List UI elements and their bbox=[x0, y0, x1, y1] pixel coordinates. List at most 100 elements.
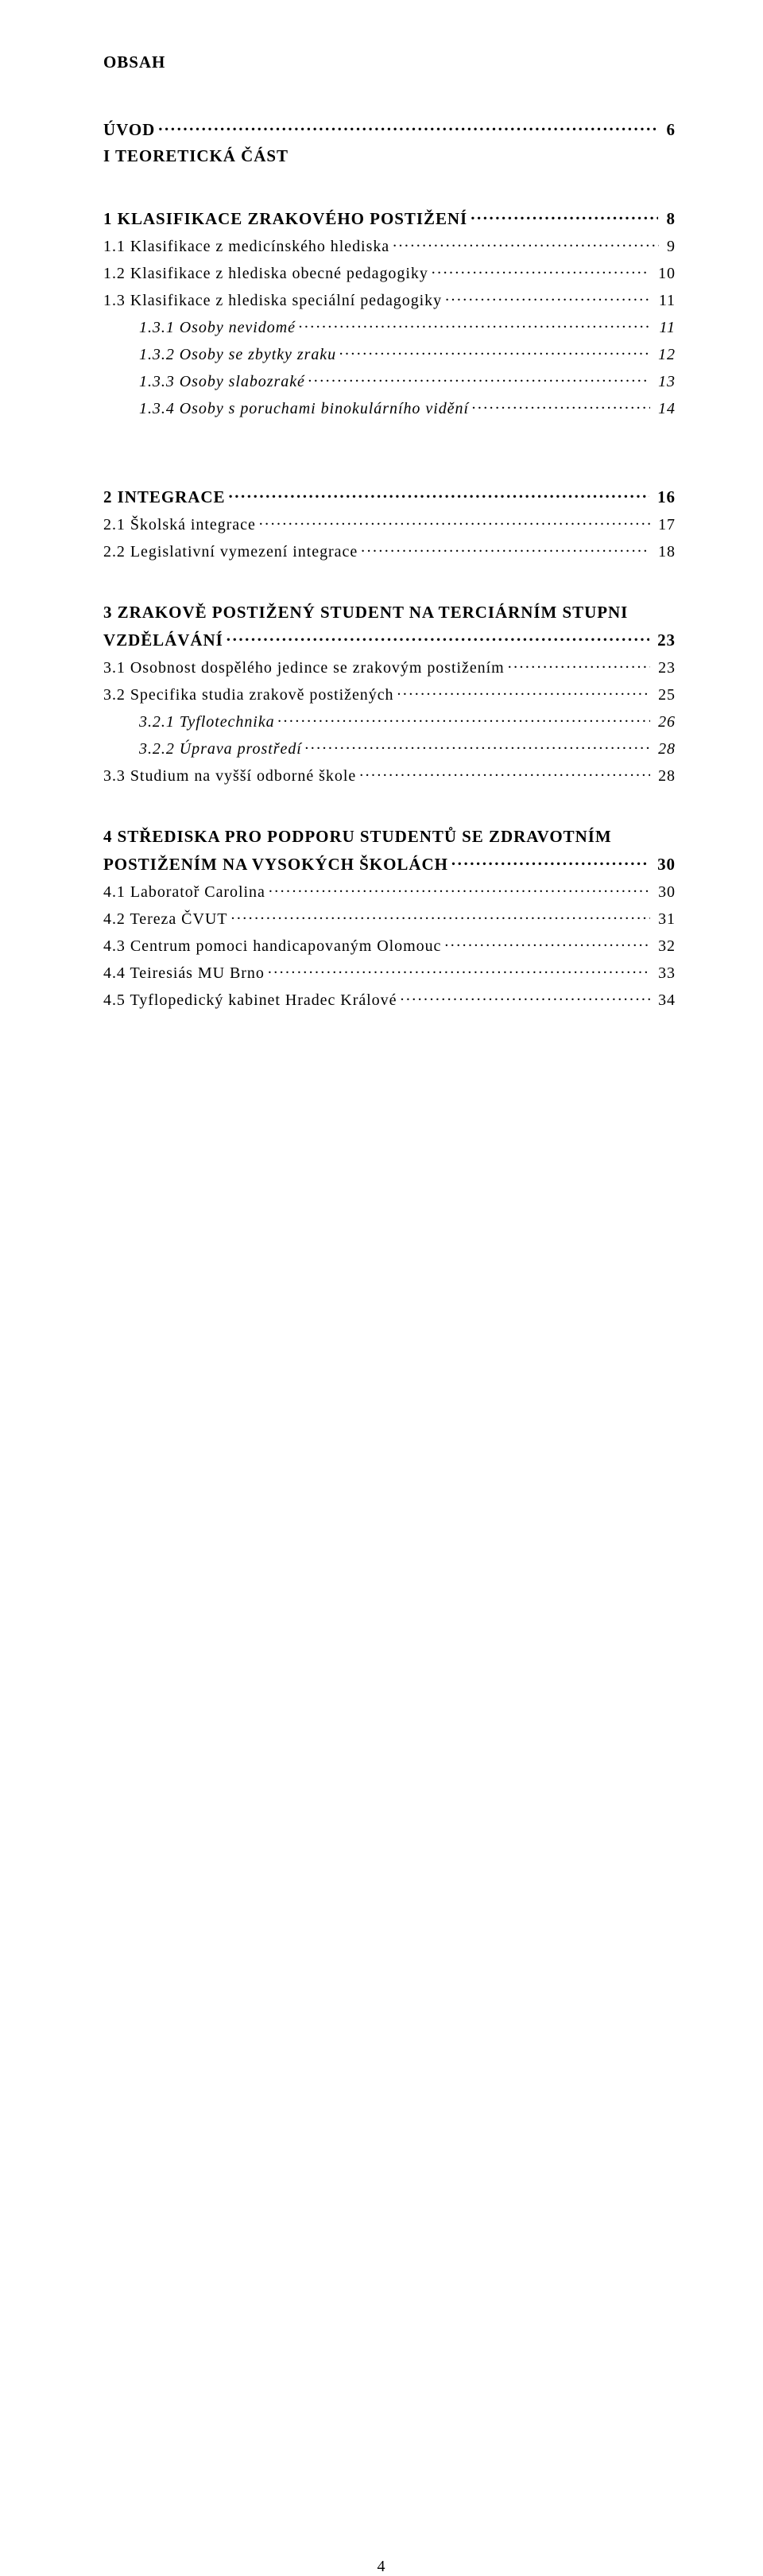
leader-dots bbox=[299, 316, 652, 332]
toc-entry: 1 KLASIFIKACE ZRAKOVÉHO POSTIŽENÍ 8 bbox=[103, 208, 676, 229]
toc-entry: POSTIŽENÍM NA VYSOKÝCH ŠKOLÁCH 30 bbox=[103, 853, 676, 875]
leader-dots bbox=[269, 881, 650, 897]
toc-entry-label: POSTIŽENÍM NA VYSOKÝCH ŠKOLÁCH bbox=[103, 855, 448, 875]
leader-dots bbox=[400, 989, 650, 1005]
toc-entry-page: 11 bbox=[654, 292, 676, 310]
toc-entry-label: 4.1 Laboratoř Carolina bbox=[103, 883, 265, 902]
toc-entry: 1.3.3 Osoby slabozraké 13 bbox=[139, 370, 676, 391]
toc-entry: 4.2 Tereza ČVUT 31 bbox=[103, 908, 676, 929]
toc-entry-label: VZDĚLÁVÁNÍ bbox=[103, 630, 223, 650]
leader-dots bbox=[278, 711, 650, 727]
toc-entry-page: 23 bbox=[653, 659, 676, 677]
toc-entry: 2 INTEGRACE 16 bbox=[103, 486, 676, 507]
toc-entry: 1.3.4 Osoby s poruchami binokulárního vi… bbox=[139, 398, 676, 418]
toc-entry: 1.3.1 Osoby nevidomé 11 bbox=[139, 316, 676, 337]
toc-entry-page: 30 bbox=[653, 855, 676, 875]
leader-dots bbox=[308, 370, 650, 386]
toc-entry-label: 1.3.1 Osoby nevidomé bbox=[139, 319, 296, 337]
leader-dots bbox=[305, 738, 650, 754]
page: OBSAH ÚVOD 6 I TEORETICKÁ ČÁST 1 KLASIFIKA… bbox=[0, 0, 763, 1316]
leader-dots bbox=[451, 853, 649, 870]
toc-entry-page: 8 bbox=[661, 209, 676, 229]
leader-dots bbox=[259, 514, 650, 530]
toc-entry-label: 2.1 Školská integrace bbox=[103, 516, 256, 534]
toc-entry: 2.2 Legislativní vymezení integrace 18 bbox=[103, 541, 676, 561]
toc-entry-label: ÚVOD bbox=[103, 120, 155, 140]
toc-entry: 4.5 Tyflopedický kabinet Hradec Králové … bbox=[103, 989, 676, 1010]
toc-entry-label: 4.4 Teiresiás MU Brno bbox=[103, 964, 265, 983]
toc-entry-page: 13 bbox=[653, 373, 676, 391]
toc-entry-label: I TEORETICKÁ ČÁST bbox=[103, 146, 289, 166]
leader-dots bbox=[361, 541, 650, 557]
toc-entry-label: 3.1 Osobnost dospělého jedince se zrakov… bbox=[103, 659, 505, 677]
toc-entry: I TEORETICKÁ ČÁST bbox=[103, 146, 676, 166]
leader-dots bbox=[472, 398, 650, 413]
toc-entry-label: 2 INTEGRACE bbox=[103, 487, 226, 507]
toc-entry: 4.1 Laboratoř Carolina 30 bbox=[103, 881, 676, 902]
toc-entry: 1.2 Klasifikace z hlediska obecné pedago… bbox=[103, 262, 676, 283]
toc-entry-page: 11 bbox=[655, 319, 676, 337]
leader-dots bbox=[227, 629, 649, 646]
toc-entry-label: 3 ZRAKOVĚ POSTIŽENÝ STUDENT NA TERCIÁRNÍ… bbox=[103, 603, 628, 623]
toc-entry-page: 17 bbox=[653, 516, 676, 534]
toc-entry-page: 34 bbox=[653, 991, 676, 1010]
leader-dots bbox=[230, 908, 650, 924]
leader-dots bbox=[445, 289, 651, 305]
toc-entry-page: 6 bbox=[661, 120, 676, 140]
toc-entry-label: 1.3.2 Osoby se zbytky zraku bbox=[139, 346, 336, 364]
toc-entry-label: 1.3.4 Osoby s poruchami binokulárního vi… bbox=[139, 400, 469, 418]
toc-entry-page: 9 bbox=[662, 238, 676, 256]
toc-entry-page: 12 bbox=[653, 346, 676, 364]
leader-dots bbox=[397, 684, 651, 700]
toc-entry-page: 16 bbox=[653, 487, 676, 507]
leader-dots bbox=[508, 657, 650, 673]
toc-entry-label: 4.5 Tyflopedický kabinet Hradec Králové bbox=[103, 991, 397, 1010]
leader-dots bbox=[229, 486, 649, 502]
toc-entry-label: 4 STŘEDISKA PRO PODPORU STUDENTŮ SE ZDRA… bbox=[103, 827, 612, 847]
toc-entry-label: 1.3.3 Osoby slabozraké bbox=[139, 373, 305, 391]
toc-entry-label: 4.2 Tereza ČVUT bbox=[103, 910, 227, 929]
toc-entry: ÚVOD 6 bbox=[103, 118, 676, 140]
toc-entry-page: 23 bbox=[653, 630, 676, 650]
toc-entry-page: 31 bbox=[653, 910, 676, 929]
toc-entry: 1.3 Klasifikace z hlediska speciální ped… bbox=[103, 289, 676, 310]
toc-entry-page: 14 bbox=[653, 400, 676, 418]
toc-entry-label: 3.2.1 Tyflotechnika bbox=[139, 713, 275, 731]
toc-entry-page: 30 bbox=[653, 883, 676, 902]
toc-title: OBSAH bbox=[103, 52, 676, 72]
toc-entry: 3.2.2 Úprava prostředí 28 bbox=[139, 738, 676, 758]
toc-entry-label: 2.2 Legislativní vymezení integrace bbox=[103, 543, 358, 561]
leader-dots bbox=[393, 235, 659, 251]
toc-entry: 4.3 Centrum pomoci handicapovaným Olomou… bbox=[103, 935, 676, 956]
toc-entry-page: 25 bbox=[653, 686, 676, 704]
toc-entry-label: 1.1 Klasifikace z medicínského hlediska bbox=[103, 238, 389, 256]
toc-entry-page: 33 bbox=[653, 964, 676, 983]
toc-entry: 3 ZRAKOVĚ POSTIŽENÝ STUDENT NA TERCIÁRNÍ… bbox=[103, 603, 676, 623]
toc-entry-page: 26 bbox=[653, 713, 676, 731]
toc-entry-label: 3.2.2 Úprava prostředí bbox=[139, 740, 302, 758]
toc-entry: 1.1 Klasifikace z medicínského hlediska … bbox=[103, 235, 676, 256]
toc-entry: 4 STŘEDISKA PRO PODPORU STUDENTŮ SE ZDRA… bbox=[103, 827, 676, 847]
leader-dots bbox=[339, 343, 650, 359]
toc-body: ÚVOD 6 I TEORETICKÁ ČÁST 1 KLASIFIKACE ZRA… bbox=[103, 118, 676, 1010]
toc-entry-label: 1 KLASIFIKACE ZRAKOVÉHO POSTIŽENÍ bbox=[103, 209, 467, 229]
toc-entry: 3.2.1 Tyflotechnika 26 bbox=[139, 711, 676, 731]
toc-entry: 4.4 Teiresiás MU Brno 33 bbox=[103, 962, 676, 983]
toc-entry-page: 28 bbox=[653, 740, 676, 758]
toc-entry: 1.3.2 Osoby se zbytky zraku 12 bbox=[139, 343, 676, 364]
leader-dots bbox=[444, 935, 650, 951]
page-number: 4 bbox=[0, 2558, 763, 2576]
toc-entry-page: 18 bbox=[653, 543, 676, 561]
toc-entry-page: 28 bbox=[653, 767, 676, 786]
toc-entry: 3.3 Studium na vyšší odborné škole 28 bbox=[103, 765, 676, 786]
leader-dots bbox=[158, 118, 658, 135]
toc-entry-label: 3.2 Specifika studia zrakově postižených bbox=[103, 686, 394, 704]
toc-entry: 3.2 Specifika studia zrakově postižených… bbox=[103, 684, 676, 704]
leader-dots bbox=[471, 208, 658, 224]
toc-entry-label: 4.3 Centrum pomoci handicapovaným Olomou… bbox=[103, 937, 441, 956]
toc-entry-page: 10 bbox=[653, 265, 676, 283]
toc-entry-label: 1.2 Klasifikace z hlediska obecné pedago… bbox=[103, 265, 428, 283]
toc-entry-page: 32 bbox=[653, 937, 676, 956]
toc-entry-label: 3.3 Studium na vyšší odborné škole bbox=[103, 767, 356, 786]
toc-entry-label: 1.3 Klasifikace z hlediska speciální ped… bbox=[103, 292, 442, 310]
